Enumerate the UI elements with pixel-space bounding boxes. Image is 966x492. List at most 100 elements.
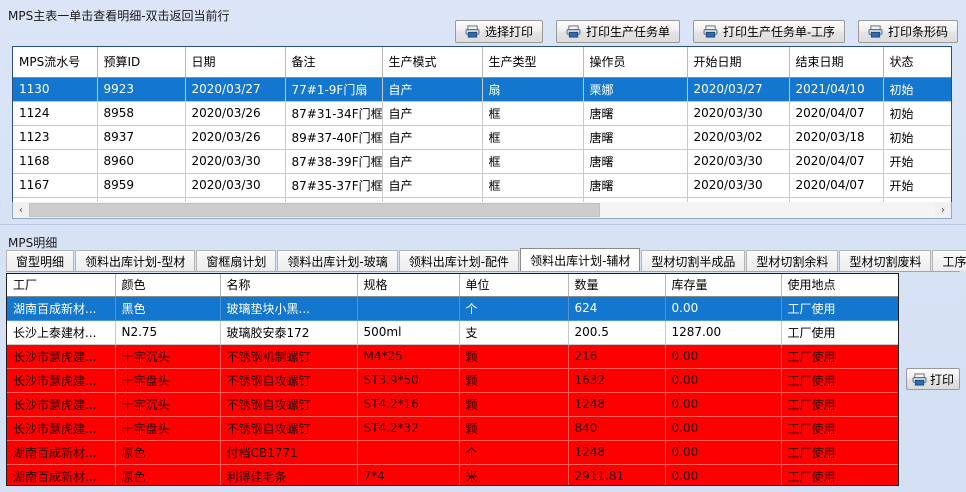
tab-material-outbound-parts[interactable]: 领料出库计划-配件 — [398, 250, 520, 271]
col-header-budget-id[interactable]: 预算ID — [97, 47, 186, 78]
cell-stock: 1287.00 — [665, 320, 782, 345]
cell-status: 开始 — [883, 173, 951, 198]
cell-prod-mode: 自产 — [382, 101, 483, 126]
col-header-prod-mode[interactable]: 生产模式 — [382, 47, 483, 78]
col-header-start-date[interactable]: 开始日期 — [687, 47, 790, 78]
list-item[interactable]: 湖南百成新材... 原色 付档CB1771 个 1248 0.00 工厂使用 — [7, 440, 898, 465]
col-header-factory[interactable]: 工厂 — [7, 274, 116, 297]
main-grid-horizontal-scrollbar[interactable]: ‹ › — [12, 202, 952, 219]
cell-operator: 唐曙 — [583, 125, 688, 150]
list-item[interactable]: 湖南百成新材... 黑色 玻璃垫块小黑... 个 624 0.00 工厂使用 — [7, 296, 898, 321]
cell-operator: 栗娜 — [583, 77, 688, 102]
table-row[interactable]: 1123 8937 2020/03/26 89#37-40F门框 自产 框 唐曙… — [13, 125, 951, 150]
col-header-location[interactable]: 使用地点 — [781, 274, 898, 297]
tab-window-detail[interactable]: 窗型明细 — [6, 250, 75, 271]
cell-date: 2020/03/26 — [185, 101, 286, 126]
col-header-color[interactable]: 颜色 — [115, 274, 221, 297]
col-header-remark[interactable]: 备注 — [285, 47, 383, 78]
tab-frame-sash-plan[interactable]: 窗框扇计划 — [196, 250, 277, 271]
cell-unit: 米 — [459, 464, 569, 485]
cell-spec: 7*4 — [357, 464, 460, 485]
cell-factory: 长沙上泰建材... — [7, 320, 116, 345]
cell-mps-serial: 1167 — [13, 173, 98, 198]
cell-date: 2020/03/30 — [185, 173, 286, 198]
col-header-quantity[interactable]: 数量 — [568, 274, 666, 297]
tab-material-outbound-profile[interactable]: 领料出库计划-型材 — [75, 250, 196, 271]
cell-start-date: 2020/03/30 — [687, 101, 790, 126]
cell-prod-mode: 自产 — [382, 125, 483, 150]
cell-quantity: 840 — [568, 416, 666, 441]
scrollbar-track[interactable] — [29, 202, 935, 218]
cell-color: 十字沉头 — [115, 344, 221, 369]
cell-budget-id: 8960 — [97, 149, 186, 174]
col-header-mps-serial[interactable]: MPS流水号 — [13, 47, 98, 78]
cell-name: 玻璃垫块小黑... — [220, 296, 358, 321]
tab-material-outbound-auxiliary[interactable]: 领料出库计划-辅材 — [520, 248, 641, 271]
cell-stock: 0.00 — [665, 296, 782, 321]
cell-location: 工厂使用 — [781, 368, 898, 393]
print-production-order-process-button[interactable]: 打印生产任务单-工序 — [692, 20, 845, 43]
scroll-right-arrow-icon[interactable]: › — [935, 202, 951, 218]
list-item[interactable]: 湖南百成新材... 原色 利得佳毛条 7*4 米 2911.81 0.00 工厂… — [7, 464, 898, 485]
cell-start-date: 2020/03/02 — [687, 125, 790, 150]
col-header-prod-type[interactable]: 生产类型 — [482, 47, 584, 78]
button-label: 选择打印 — [484, 25, 533, 39]
col-header-status[interactable]: 状态 — [883, 47, 951, 78]
col-header-date[interactable]: 日期 — [185, 47, 286, 78]
cell-stock: 0.00 — [665, 440, 782, 465]
cell-spec: M4*25 — [357, 344, 460, 369]
printer-icon — [912, 372, 927, 386]
col-header-stock[interactable]: 库存量 — [665, 274, 782, 297]
list-item[interactable]: 长沙市慧虎建... 十字盘头 不锈钢自攻螺钉 ST4.2*32 颗 840 0.… — [7, 416, 898, 441]
col-header-spec[interactable]: 规格 — [357, 274, 460, 297]
cell-color: 十字盘头 — [115, 368, 221, 393]
scrollbar-thumb[interactable] — [29, 203, 600, 217]
cell-name: 不锈钢机制螺钉 — [220, 344, 358, 369]
col-header-unit[interactable]: 单位 — [459, 274, 569, 297]
detail-print-button[interactable]: 打印 — [906, 368, 961, 390]
mps-main-table[interactable]: MPS流水号 预算ID 日期 备注 生产模式 生产类型 操作员 开始日期 结束日… — [12, 46, 952, 214]
cell-date: 2020/03/30 — [185, 149, 286, 174]
cell-end-date: 2021/04/10 — [789, 77, 884, 102]
list-item[interactable]: 长沙市慧虎建... 十字沉头 不锈钢机制螺钉 M4*25 颗 216 0.00 … — [7, 344, 898, 369]
table-row[interactable]: 1124 8958 2020/03/26 87#31-34F门框 自产 框 唐曙… — [13, 101, 951, 126]
list-item[interactable]: 长沙上泰建材... N2.75 玻璃胶安泰172 500ml 支 200.5 1… — [7, 320, 898, 345]
cell-color: 十字盘头 — [115, 416, 221, 441]
top-toolbar: 选择打印 打印生产任务单 打印生产任务单-工序 打印条形码 — [454, 20, 958, 43]
cell-start-date: 2020/03/27 — [687, 77, 790, 102]
cell-status: 初始 — [883, 101, 951, 126]
cell-location: 工厂使用 — [781, 392, 898, 417]
print-production-order-button[interactable]: 打印生产任务单 — [555, 20, 680, 43]
col-header-operator[interactable]: 操作员 — [583, 47, 688, 78]
tab-process[interactable]: 工序 — [932, 250, 966, 271]
select-print-button[interactable]: 选择打印 — [454, 20, 543, 43]
table-row[interactable]: 1167 8959 2020/03/30 87#35-37F门框 自产 框 唐曙… — [13, 173, 951, 198]
printer-icon — [465, 25, 480, 38]
cell-operator: 唐曙 — [583, 101, 688, 126]
table-row[interactable]: 1130 9923 2020/03/27 77#1-9F门扇 自产 扇 栗娜 2… — [13, 77, 951, 102]
tab-material-outbound-glass[interactable]: 领料出库计划-玻璃 — [277, 250, 398, 271]
cell-prod-mode: 自产 — [382, 173, 483, 198]
table-row[interactable]: 1168 8960 2020/03/30 87#38-39F门框 自产 框 唐曙… — [13, 149, 951, 174]
scroll-left-arrow-icon[interactable]: ‹ — [13, 202, 29, 218]
cell-budget-id: 8937 — [97, 125, 186, 150]
col-header-name[interactable]: 名称 — [220, 274, 358, 297]
cell-location: 工厂使用 — [781, 296, 898, 321]
list-item[interactable]: 长沙市慧虎建... 十字沉头 不锈钢自攻螺钉 ST4.2*16 颗 1248 0… — [7, 392, 898, 417]
cell-prod-mode: 自产 — [382, 77, 483, 102]
detail-table[interactable]: 工厂 颜色 名称 规格 单位 数量 库存量 使用地点 湖南百成新材... 黑色 … — [6, 273, 899, 486]
button-label: 打印 — [930, 372, 955, 387]
col-header-end-date[interactable]: 结束日期 — [789, 47, 884, 78]
cell-factory: 长沙市慧虎建... — [7, 344, 116, 369]
cell-status: 初始 — [883, 77, 951, 102]
cell-prod-type: 框 — [482, 101, 584, 126]
tab-profile-cut-semifinished[interactable]: 型材切割半成品 — [641, 250, 746, 271]
cell-remark: 87#31-34F门框 — [285, 101, 383, 126]
tab-profile-cut-waste[interactable]: 型材切割废料 — [839, 250, 932, 271]
tab-profile-cut-remnant[interactable]: 型材切割余料 — [746, 250, 839, 271]
cell-prod-mode: 自产 — [382, 149, 483, 174]
print-barcode-button[interactable]: 打印条形码 — [857, 20, 958, 43]
list-item[interactable]: 长沙市慧虎建... 十字盘头 不锈钢自攻螺钉 ST3.9*50 颗 1632 0… — [7, 368, 898, 393]
table-header-row: MPS流水号 预算ID 日期 备注 生产模式 生产类型 操作员 开始日期 结束日… — [13, 47, 951, 78]
cell-factory: 湖南百成新材... — [7, 464, 116, 485]
